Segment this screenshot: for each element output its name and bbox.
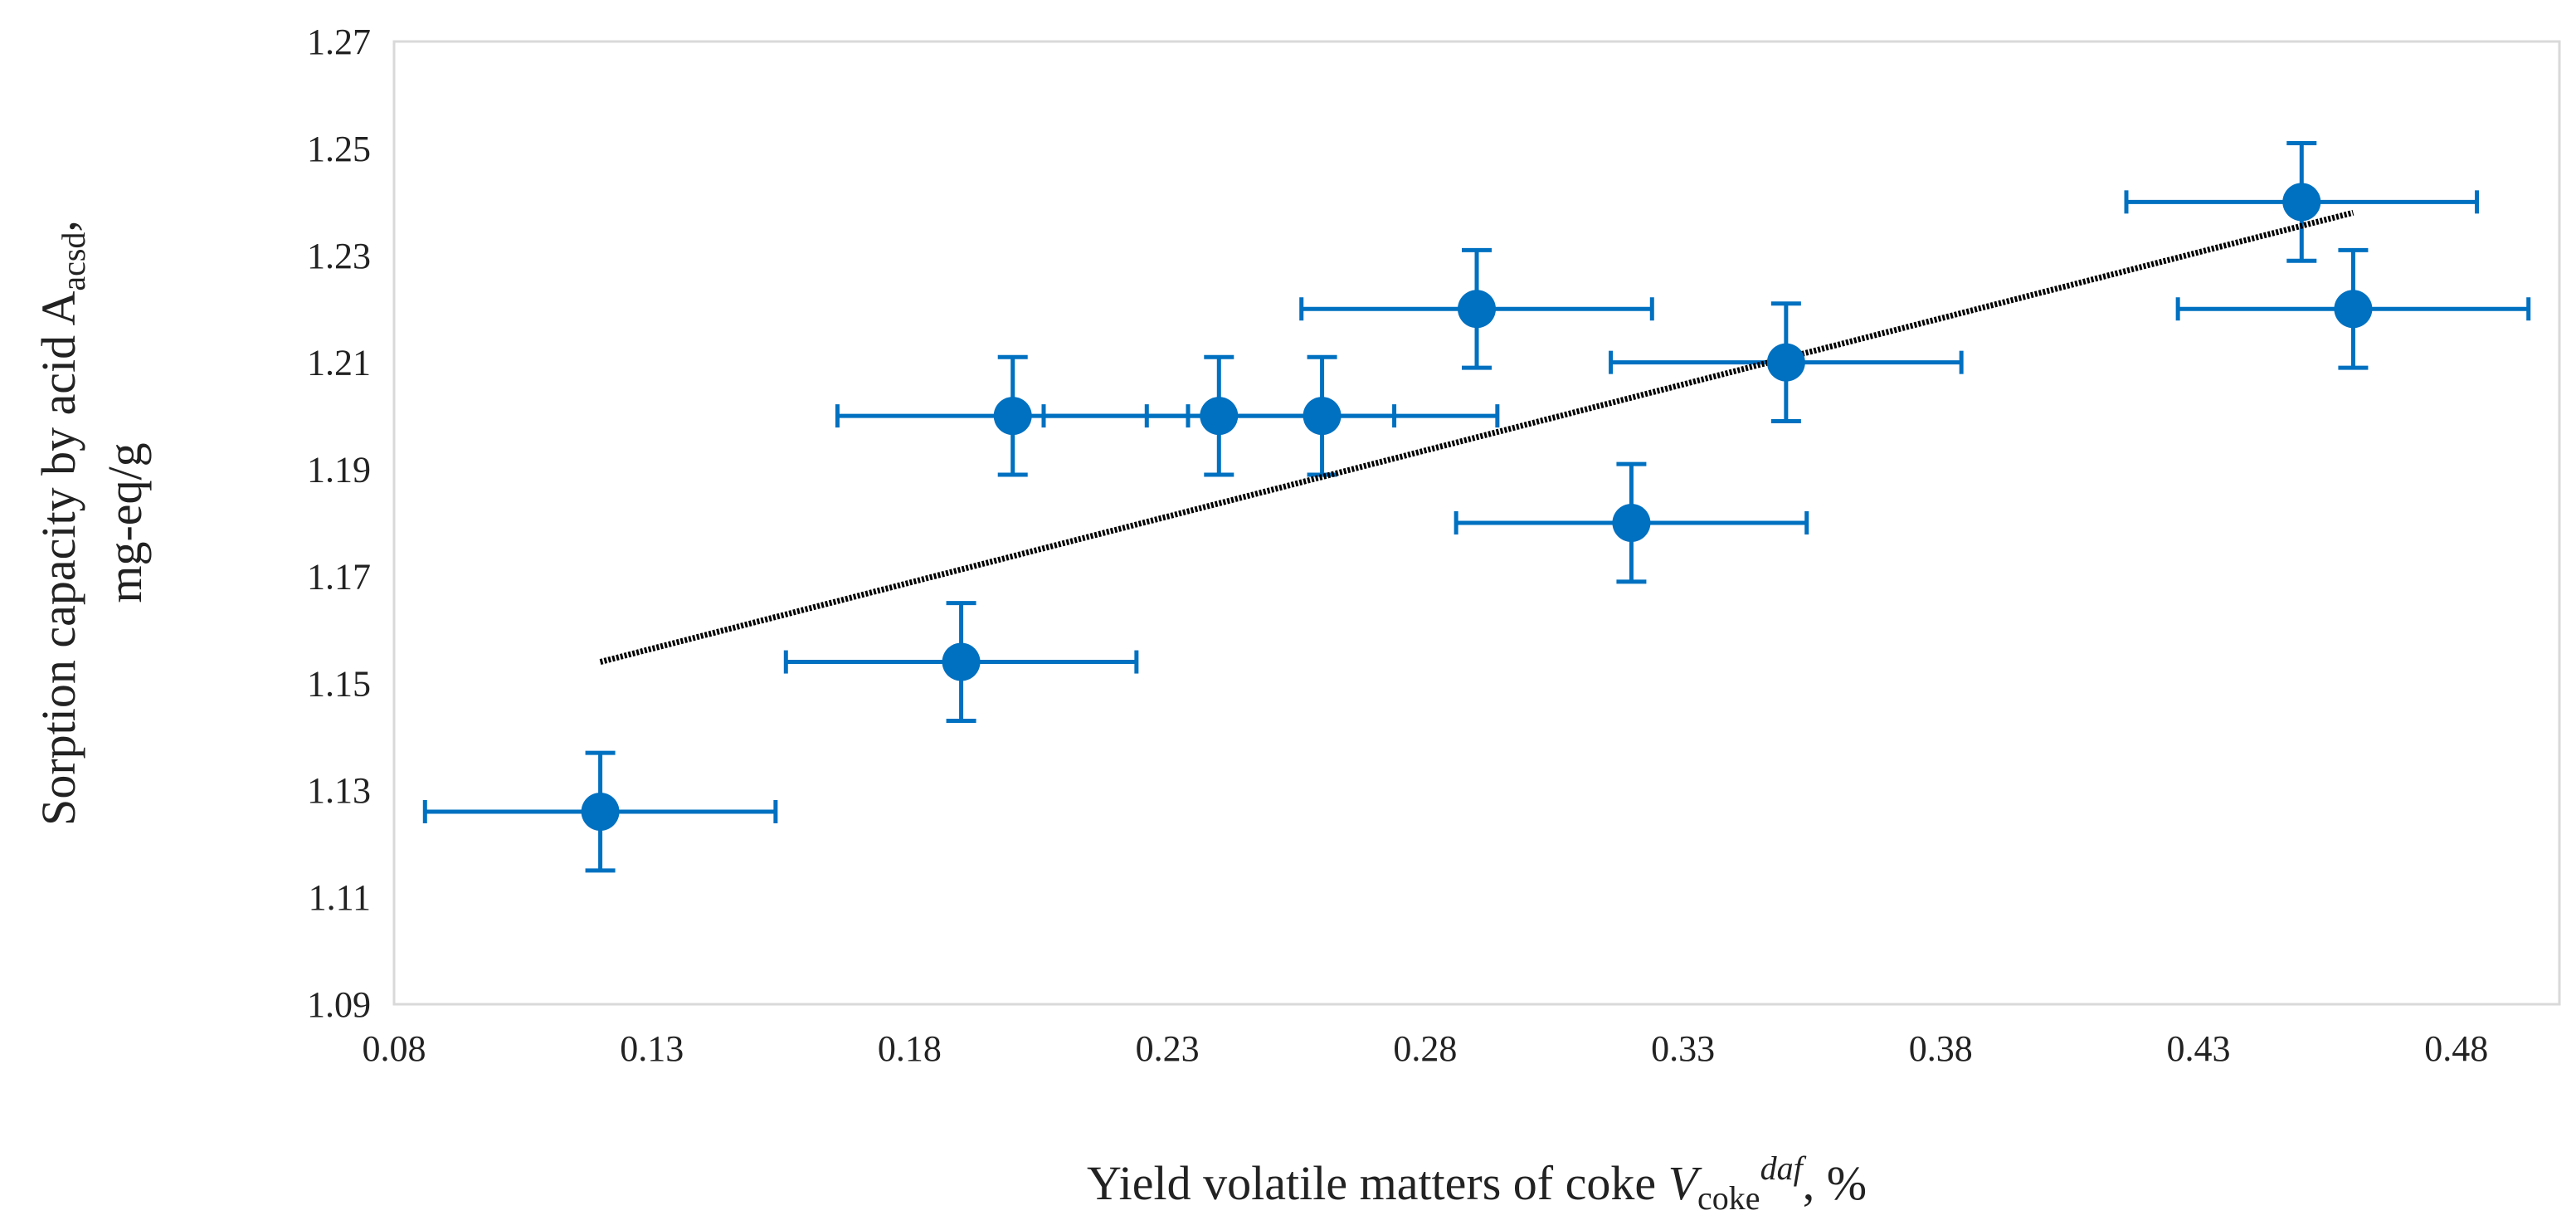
x-tick-label: 0.33: [1651, 1028, 1715, 1069]
x-axis-title-sup: daf: [1760, 1149, 1807, 1187]
y-tick-label: 1.13: [307, 770, 371, 811]
y-axis-title-sub: acsd: [55, 232, 92, 291]
x-axis-title-var: V: [1668, 1156, 1703, 1210]
trendline-group: [599, 209, 2354, 665]
x-tick-label: 0.18: [878, 1028, 942, 1069]
y-axis-ticks: 1.09 1.11 1.13 1.15 1.17 1.19 1.21 1.23 1.25 1.27: [307, 22, 371, 1025]
data-point: [581, 793, 620, 831]
data-point: [1612, 504, 1651, 542]
x-axis-ticks: 0.08 0.13 0.18 0.23 0.28 0.33 0.38 0.43 0.48: [363, 1028, 2489, 1069]
data-point: [1766, 343, 1805, 382]
y-axis-title: Sorption capacity by acid Aacsd,: [32, 220, 92, 826]
y-tick-label: 1.27: [307, 22, 371, 62]
x-tick-label: 0.23: [1136, 1028, 1200, 1069]
y-tick-label: 1.15: [307, 663, 371, 704]
y-tick-label: 1.11: [309, 877, 371, 918]
y-tick-label: 1.25: [307, 129, 371, 169]
plot-area-frame: [392, 40, 2561, 1006]
data-point: [993, 397, 1032, 436]
x-tick-label: 0.43: [2167, 1028, 2231, 1069]
y-tick-label: 1.21: [307, 343, 371, 383]
trendline: [599, 209, 2354, 665]
data-points: [581, 183, 2373, 831]
y-axis-title-line1: Sorption capacity by acid A: [32, 291, 85, 826]
data-point: [942, 642, 981, 681]
data-point: [1458, 290, 1496, 329]
error-bars: [422, 140, 2531, 873]
y-tick-label: 1.23: [307, 236, 371, 276]
x-axis-title-suffix: , %: [1803, 1156, 1867, 1210]
x-tick-label: 0.38: [1909, 1028, 1973, 1069]
x-tick-label: 0.13: [620, 1028, 684, 1069]
x-axis-title-text: Yield volatile matters of coke: [1087, 1156, 1668, 1210]
x-tick-label: 0.08: [363, 1028, 426, 1069]
data-point: [2282, 183, 2321, 222]
x-axis-title: Yield volatile matters of coke Vcokedaf,…: [1087, 1149, 1867, 1217]
data-point: [1200, 397, 1239, 436]
data-point: [1303, 397, 1342, 436]
data-point: [2334, 290, 2373, 329]
y-tick-label: 1.17: [307, 556, 371, 597]
y-tick-label: 1.19: [307, 450, 371, 490]
y-tick-label: 1.09: [307, 984, 371, 1025]
y-axis-title-line2: mg-eq/g: [98, 442, 152, 603]
y-axis-title-comma: ,: [32, 220, 85, 232]
x-axis-title-sub: coke: [1697, 1179, 1760, 1217]
x-tick-label: 0.28: [1393, 1028, 1457, 1069]
x-tick-label: 0.48: [2424, 1028, 2488, 1069]
